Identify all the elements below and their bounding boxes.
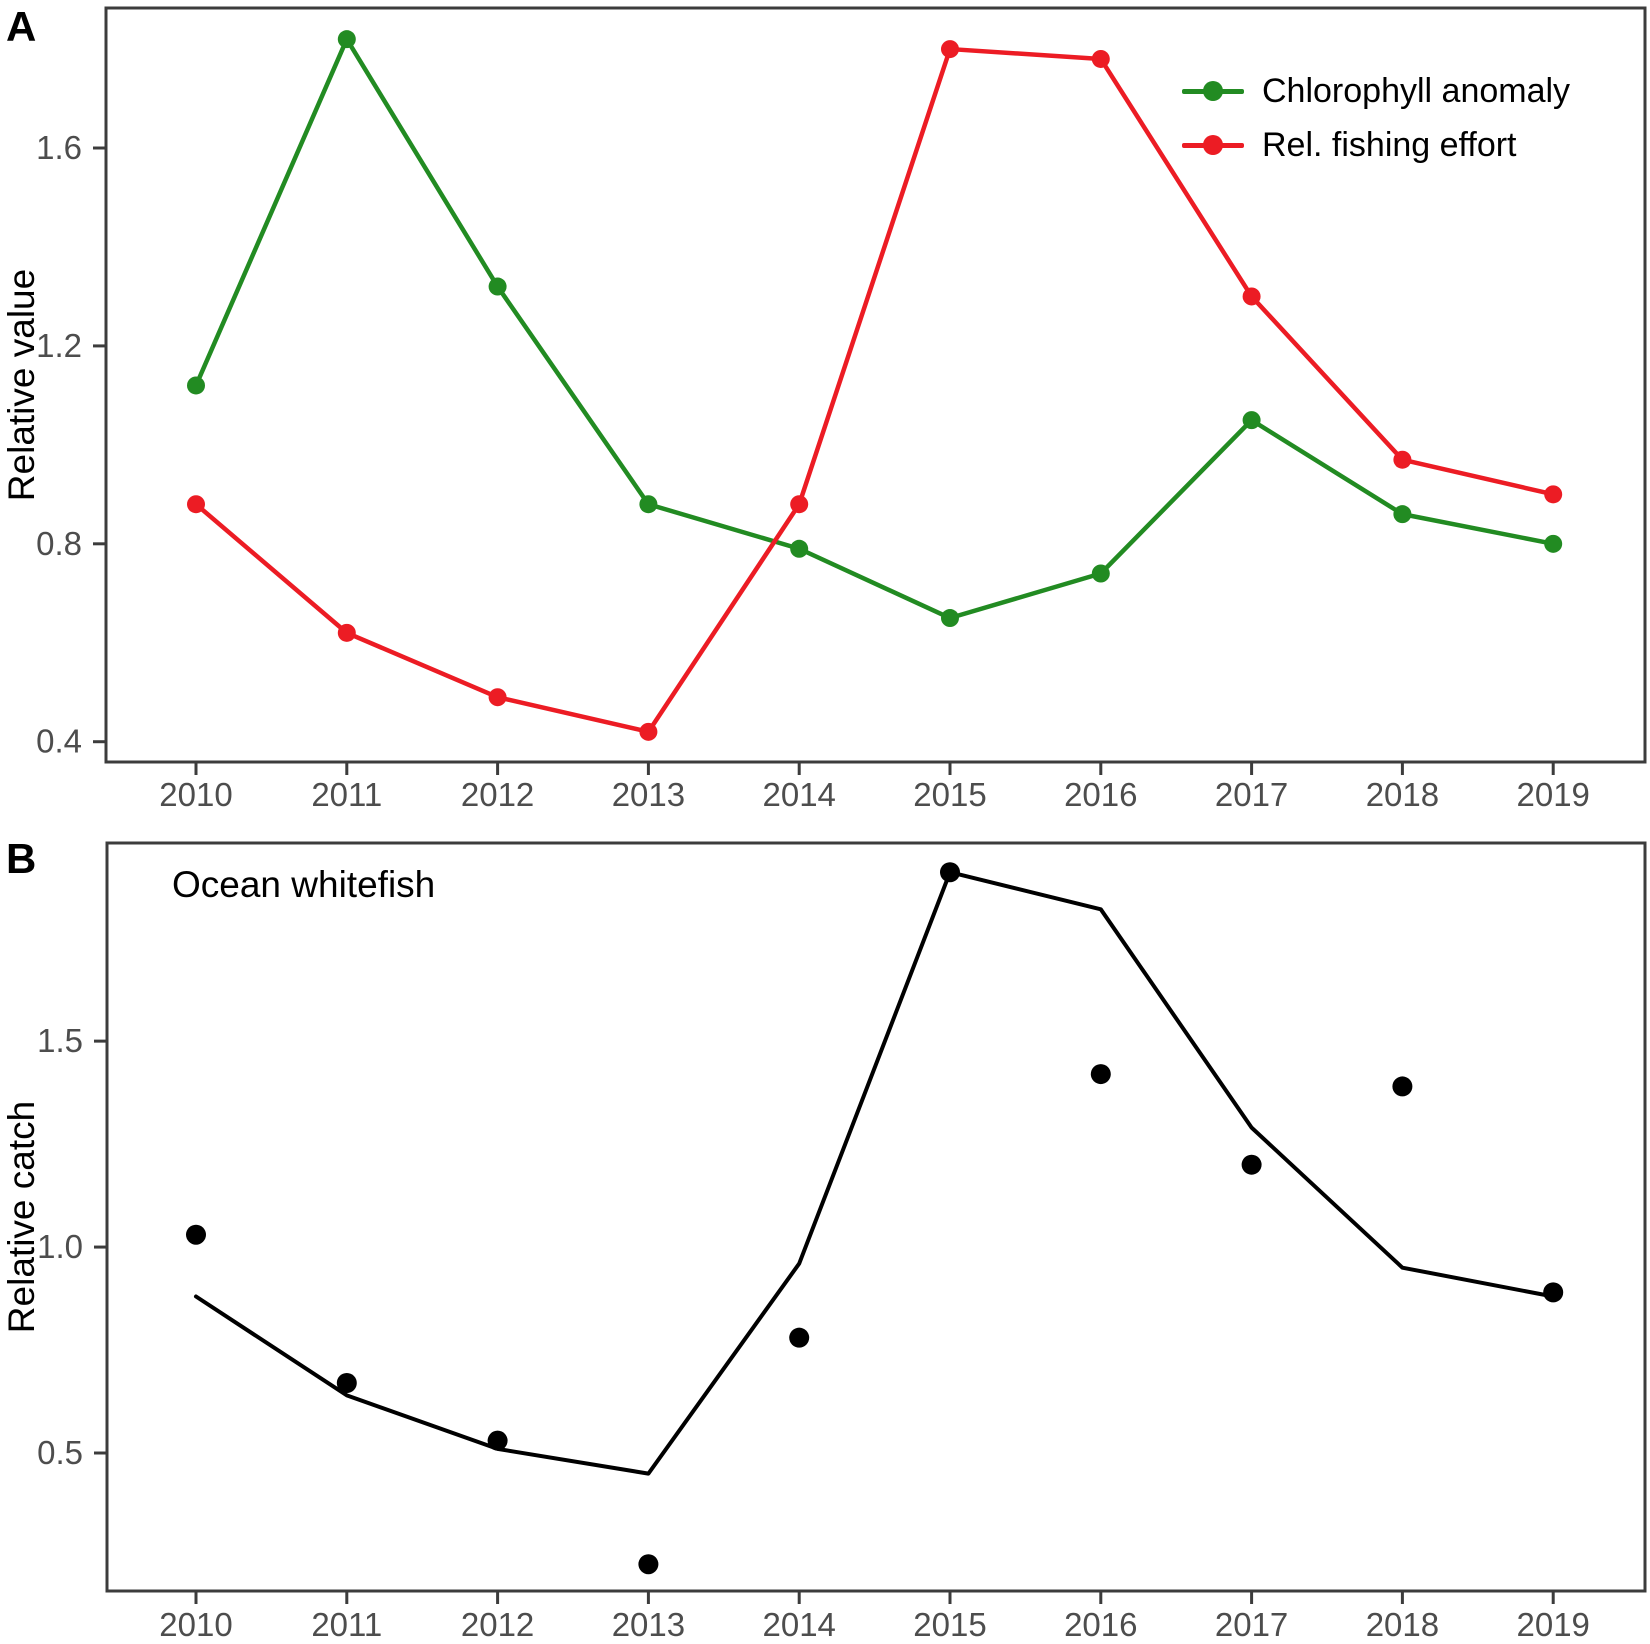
x-tick-label: 2017 — [1215, 776, 1288, 813]
fishing-effort-line-marker-icon — [1182, 135, 1244, 155]
data-point — [337, 30, 356, 49]
x-tick-label: 2013 — [612, 1606, 685, 1643]
series-line-black-line — [194, 870, 1556, 1476]
data-point — [941, 40, 959, 59]
x-tick-label: 2011 — [311, 1606, 382, 1643]
y-tick-label: 1.0 — [37, 1228, 83, 1265]
data-point — [940, 862, 960, 883]
data-point — [487, 1430, 508, 1451]
x-tick-label: 2013 — [612, 776, 685, 813]
x-tick-label: 2015 — [913, 776, 986, 813]
x-tick-label: 2011 — [311, 776, 382, 813]
x-tick-label: 2016 — [1064, 776, 1137, 813]
x-tick-label: 2019 — [1516, 776, 1589, 813]
x-tick-label: 2015 — [913, 1606, 986, 1643]
data-point — [1392, 1076, 1413, 1097]
y-tick-label: 1.2 — [36, 327, 82, 364]
series-line-chlorophyll-anomaly — [193, 36, 1556, 621]
x-tick-label: 2014 — [762, 1606, 835, 1643]
x-tick-label: 2018 — [1366, 1606, 1439, 1643]
legend-item-chlorophyll: Chlorophyll anomaly — [1182, 71, 1571, 110]
legend-item-fishing-effort: Rel. fishing effort — [1182, 125, 1570, 164]
chlorophyll-line-marker-icon — [1182, 81, 1244, 101]
data-point — [790, 539, 809, 558]
x-tick-label: 2010 — [159, 1606, 232, 1643]
panel-b-letter: B — [6, 835, 37, 882]
data-point — [1393, 505, 1412, 524]
panel-A: 2010 2011 2012 2013 2014 2015 2016 2017 2018 2019… — [1, 6, 1647, 813]
data-point — [1393, 450, 1412, 469]
panel-a-letter: A — [6, 3, 37, 50]
panel-A-border — [104, 6, 1647, 764]
data-point — [336, 1372, 357, 1393]
data-point — [187, 376, 205, 395]
x-tick-label: 2017 — [1215, 1606, 1288, 1643]
y-axis-title: Relative catch — [1, 1101, 42, 1333]
data-point — [1090, 1064, 1111, 1085]
data-point — [488, 277, 507, 296]
x-tick-label: 2010 — [159, 776, 232, 813]
x-tick-label: 2018 — [1366, 776, 1439, 813]
data-point — [1091, 564, 1110, 583]
data-point — [488, 688, 507, 707]
legend: Chlorophyll anomaly Rel. fishing effort — [1182, 71, 1571, 164]
y-axis-title: Relative value — [1, 269, 42, 501]
panel-b-title: Ocean whitefish — [172, 864, 436, 905]
data-point — [638, 1554, 659, 1575]
data-point — [1242, 287, 1261, 306]
data-point — [789, 1327, 810, 1348]
legend-label: Rel. fishing effort — [1262, 125, 1517, 164]
panel-B: 2010 2011 2012 2013 2014 2015 2016 2017 2018 2019… — [1, 841, 1647, 1643]
y-tick-label: 1.5 — [37, 1022, 83, 1059]
y-tick-label: 0.4 — [36, 723, 82, 760]
data-point — [1544, 485, 1563, 504]
y-tick-label: 1.6 — [36, 129, 82, 166]
data-point — [639, 495, 658, 514]
x-tick-label: 2016 — [1064, 1606, 1137, 1643]
data-point — [1242, 411, 1261, 430]
panel-B-border — [105, 841, 1647, 1593]
x-tick-label: 2012 — [461, 1606, 534, 1643]
data-point — [1544, 534, 1563, 553]
data-point — [941, 609, 959, 628]
x-tick-label: 2012 — [461, 776, 534, 813]
data-point — [1091, 49, 1110, 68]
x-tick-label: 2019 — [1516, 1606, 1589, 1643]
data-point — [186, 1224, 206, 1245]
data-point — [639, 722, 658, 741]
data-point — [187, 495, 205, 514]
data-point — [337, 623, 356, 642]
x-tick-label: 2014 — [762, 776, 835, 813]
data-point — [790, 495, 809, 514]
data-point — [1543, 1282, 1564, 1303]
y-tick-label: 0.5 — [37, 1434, 83, 1471]
data-point — [1241, 1154, 1262, 1175]
y-tick-label: 0.8 — [36, 525, 82, 562]
legend-label: Chlorophyll anomaly — [1262, 71, 1571, 110]
series-line-rel-fishing-effort — [193, 46, 1556, 735]
